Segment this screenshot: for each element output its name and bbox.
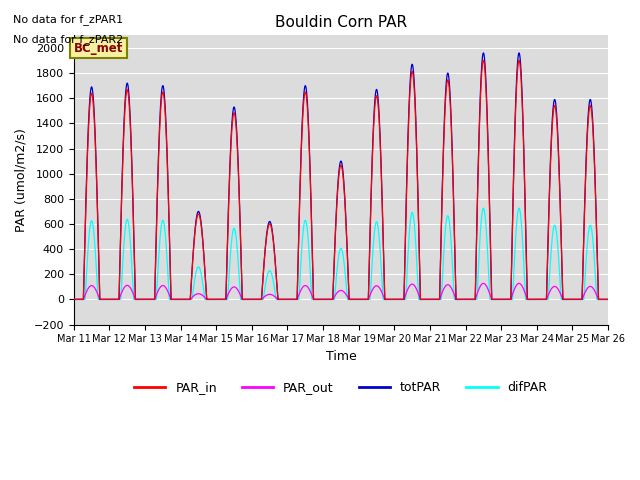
Text: No data for f_zPAR1: No data for f_zPAR1 (13, 14, 123, 25)
Title: Bouldin Corn PAR: Bouldin Corn PAR (275, 15, 407, 30)
Legend: PAR_in, PAR_out, totPAR, difPAR: PAR_in, PAR_out, totPAR, difPAR (129, 376, 553, 399)
Text: No data for f_zPAR2: No data for f_zPAR2 (13, 34, 123, 45)
Y-axis label: PAR (umol/m2/s): PAR (umol/m2/s) (15, 128, 28, 232)
Text: BC_met: BC_met (74, 42, 124, 55)
X-axis label: Time: Time (326, 350, 356, 363)
